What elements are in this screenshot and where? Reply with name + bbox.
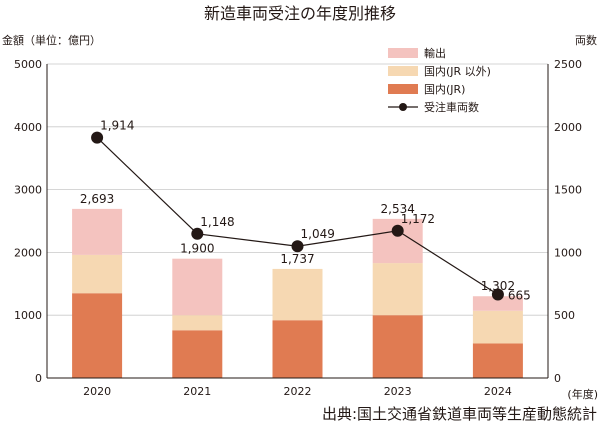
y-tick-label: 4000 bbox=[14, 121, 42, 134]
legend-label: 受注車両数 bbox=[424, 100, 479, 114]
bar-segment bbox=[72, 293, 123, 378]
legend-swatch bbox=[388, 84, 418, 94]
bar-segment bbox=[172, 258, 223, 316]
bar-segment bbox=[372, 315, 423, 378]
x-tick-label: 2022 bbox=[284, 385, 312, 398]
bar-segment bbox=[72, 254, 123, 294]
y2-axis-ticks: 0 500 1000 1500 2000 2500 bbox=[554, 58, 582, 385]
axes bbox=[46, 64, 549, 379]
bar-segment bbox=[172, 315, 223, 331]
count-point bbox=[191, 227, 204, 240]
count-label: 1,049 bbox=[301, 227, 335, 241]
x-axis-unit: (年度) bbox=[567, 387, 598, 401]
bar-segment bbox=[472, 343, 523, 378]
bar-segment bbox=[372, 263, 423, 316]
x-tick-label: 2021 bbox=[183, 385, 211, 398]
y-tick-label: 3000 bbox=[14, 184, 42, 197]
count-point bbox=[291, 240, 304, 253]
legend-swatch bbox=[388, 66, 418, 76]
legend-label: 輸出 bbox=[424, 46, 446, 60]
bar-segment bbox=[172, 330, 223, 378]
y2-tick-label: 2500 bbox=[554, 58, 582, 71]
bar-segment bbox=[72, 208, 123, 255]
y-axis-ticks: 0 1000 2000 3000 4000 5000 bbox=[14, 58, 42, 385]
chart-title: 新造車両受注の年度別推移 bbox=[204, 4, 396, 23]
bar-total-label: 2,693 bbox=[80, 192, 114, 206]
count-labels: 1,914 1,148 1,049 1,172 665 bbox=[100, 119, 531, 303]
count-label: 1,172 bbox=[401, 212, 435, 226]
count-point bbox=[91, 131, 104, 144]
bar-total-label: 2,534 bbox=[381, 202, 415, 216]
y2-tick-label: 1000 bbox=[554, 246, 582, 259]
y2-tick-label: 0 bbox=[554, 372, 561, 385]
y-axis-label: 金額（単位：億円） bbox=[2, 33, 101, 47]
y-tick-label: 5000 bbox=[14, 58, 42, 71]
bar-segment bbox=[472, 296, 523, 311]
y2-tick-label: 1500 bbox=[554, 184, 582, 197]
legend-swatch bbox=[388, 48, 418, 58]
x-tick-label: 2024 bbox=[484, 385, 512, 398]
bar-segment bbox=[272, 320, 323, 378]
bar-total-label: 1,302 bbox=[481, 279, 515, 293]
count-label: 1,914 bbox=[100, 119, 134, 133]
y-tick-label: 0 bbox=[35, 372, 42, 385]
legend-marker bbox=[399, 103, 407, 111]
y2-tick-label: 500 bbox=[554, 309, 575, 322]
count-point bbox=[491, 288, 504, 301]
bar-segment bbox=[472, 310, 523, 344]
legend-label: 国内(JR 以外) bbox=[424, 64, 491, 78]
legend-label: 国内(JR) bbox=[424, 82, 465, 96]
count-label: 665 bbox=[508, 288, 531, 302]
bars bbox=[72, 208, 523, 378]
y-tick-label: 1000 bbox=[14, 309, 42, 322]
x-tick-label: 2023 bbox=[384, 385, 412, 398]
y-tick-label: 2000 bbox=[14, 246, 42, 259]
y2-axis-label: 両数 bbox=[575, 34, 597, 47]
grid bbox=[47, 63, 548, 316]
count-line bbox=[91, 131, 504, 301]
count-label: 1,148 bbox=[200, 215, 234, 229]
bar-segment bbox=[272, 268, 323, 321]
source-note: 出典:国土交通省鉄道車両等生産動態統計 bbox=[322, 405, 597, 423]
bar-total-label: 1,900 bbox=[180, 242, 214, 256]
bar-total-label: 1,737 bbox=[280, 252, 314, 266]
total-labels: 2,693 1,900 1,737 2,534 1,302 bbox=[80, 192, 515, 293]
y2-tick-label: 2000 bbox=[554, 121, 582, 134]
x-axis-ticks: 2020 2021 2022 2023 2024 bbox=[83, 385, 512, 398]
count-point bbox=[391, 224, 404, 237]
x-tick-label: 2020 bbox=[83, 385, 111, 398]
